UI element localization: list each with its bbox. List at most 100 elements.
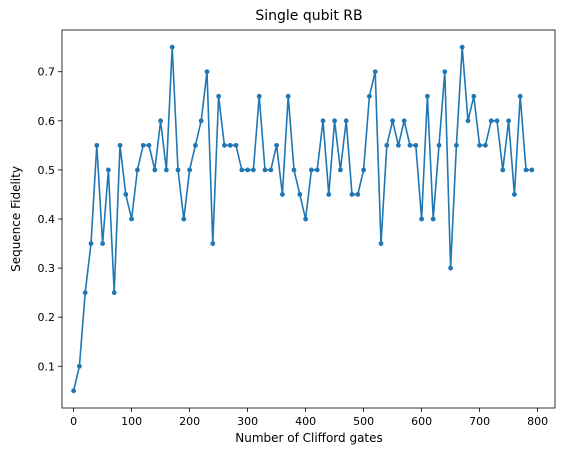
data-point-60 — [419, 216, 424, 222]
data-point-75 — [506, 118, 511, 124]
data-point-7 — [111, 290, 117, 296]
data-point-15 — [158, 118, 164, 124]
data-point-58 — [407, 142, 413, 148]
data-point-20 — [187, 167, 193, 173]
y-tick-label-0.5: 0.5 — [38, 164, 56, 177]
data-point-63 — [436, 142, 442, 148]
data-point-29 — [239, 167, 245, 173]
data-point-28 — [233, 142, 239, 148]
data-point-50 — [361, 167, 366, 173]
plot-frame — [61, 29, 556, 409]
plot-area: 0 100 200 300 400 500 600 700 800 0.1 0.2 0.3 0.4 0.5… — [38, 29, 556, 428]
data-point-16 — [164, 167, 169, 173]
data-point-65 — [448, 265, 453, 271]
x-tick-label-500: 500 — [353, 415, 374, 428]
x-tick-label-700: 700 — [469, 415, 490, 428]
data-point-21 — [193, 142, 198, 148]
data-point-30 — [245, 167, 251, 173]
data-point-18 — [175, 167, 181, 173]
data-point-13 — [146, 142, 152, 148]
data-point-1 — [77, 363, 82, 369]
data-point-35 — [274, 142, 279, 148]
x-tick-label-600: 600 — [411, 415, 432, 428]
data-point-0 — [71, 388, 76, 394]
data-point-37 — [285, 93, 291, 99]
data-point-14 — [152, 167, 158, 173]
data-point-38 — [291, 167, 297, 173]
data-point-44 — [326, 192, 332, 197]
data-point-67 — [459, 44, 465, 50]
data-point-74 — [500, 167, 506, 173]
data-point-34 — [268, 167, 274, 173]
data-point-36 — [280, 192, 285, 197]
data-point-33 — [262, 167, 268, 173]
chart-title: Single qubit RB — [255, 8, 362, 24]
y-tick-label-0.3: 0.3 — [38, 262, 56, 275]
data-point-43 — [320, 118, 326, 124]
data-point-41 — [309, 167, 314, 173]
data-point-78 — [523, 167, 529, 173]
data-point-10 — [129, 216, 135, 222]
data-point-11 — [135, 167, 140, 173]
data-point-48 — [349, 192, 355, 197]
data-point-52 — [372, 69, 378, 75]
data-point-40 — [303, 216, 308, 222]
data-point-72 — [488, 118, 494, 124]
x-tick-label-0: 0 — [70, 415, 77, 428]
data-point-71 — [483, 142, 488, 148]
data-point-2 — [82, 290, 88, 296]
data-point-42 — [314, 167, 320, 173]
data-point-12 — [140, 142, 146, 148]
data-point-70 — [477, 142, 482, 148]
data-point-51 — [367, 93, 372, 99]
y-tick-label-0.7: 0.7 — [38, 66, 56, 79]
data-point-57 — [401, 118, 407, 124]
data-point-55 — [390, 118, 395, 124]
x-axis-label: Number of Clifford gates — [235, 431, 383, 445]
data-point-23 — [204, 69, 210, 75]
data-point-32 — [256, 93, 262, 99]
data-point-79 — [529, 167, 535, 173]
x-tick-label-300: 300 — [237, 415, 258, 428]
data-point-47 — [343, 118, 349, 124]
data-point-25 — [216, 93, 222, 99]
data-point-5 — [100, 241, 105, 246]
x-tick-label-200: 200 — [179, 415, 200, 428]
data-point-8 — [117, 142, 123, 148]
data-point-56 — [396, 142, 401, 148]
data-point-6 — [106, 167, 111, 173]
data-point-76 — [512, 192, 517, 197]
data-point-46 — [338, 167, 343, 173]
y-axis-label: Sequence Fidelity — [9, 166, 23, 272]
data-point-45 — [332, 118, 337, 124]
data-point-3 — [88, 241, 94, 246]
data-point-9 — [123, 192, 129, 197]
data-point-64 — [442, 69, 448, 75]
data-point-4 — [94, 142, 100, 148]
data-point-62 — [430, 216, 436, 222]
data-point-31 — [251, 167, 256, 173]
data-point-68 — [465, 118, 471, 124]
data-point-61 — [425, 93, 430, 99]
data-point-24 — [210, 241, 216, 246]
data-point-69 — [471, 93, 477, 99]
data-point-49 — [355, 192, 361, 197]
series-line-0 — [72, 46, 532, 392]
data-point-19 — [181, 216, 187, 222]
y-tick-label-0.6: 0.6 — [38, 115, 56, 128]
x-tick-label-100: 100 — [121, 415, 142, 428]
x-tick-label-800: 800 — [527, 415, 548, 428]
data-point-39 — [297, 192, 303, 197]
data-point-26 — [222, 142, 227, 148]
data-point-54 — [384, 142, 390, 148]
data-point-73 — [494, 118, 500, 124]
data-point-17 — [169, 44, 175, 50]
y-tick-label-0.1: 0.1 — [38, 360, 56, 373]
data-point-53 — [378, 241, 384, 246]
data-point-22 — [198, 118, 204, 124]
y-tick-label-0.2: 0.2 — [38, 311, 56, 324]
data-point-66 — [454, 142, 459, 148]
y-tick-label-0.4: 0.4 — [38, 213, 56, 226]
data-point-77 — [517, 93, 523, 99]
